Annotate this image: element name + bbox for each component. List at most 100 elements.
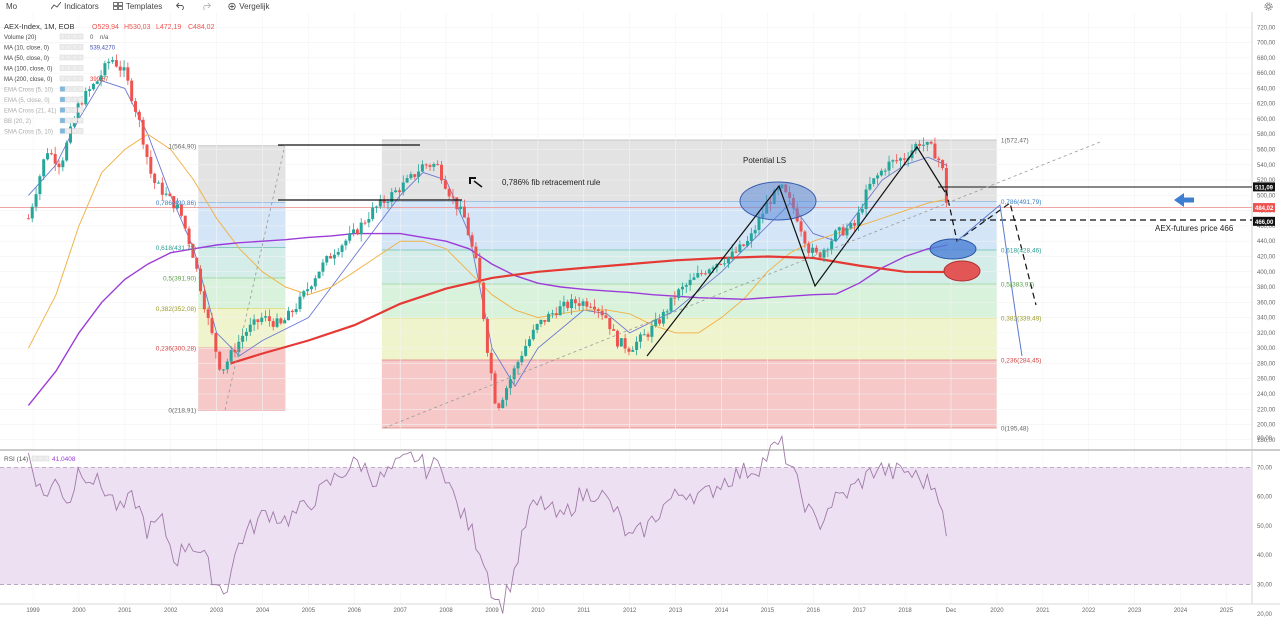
legend-control-icon[interactable] bbox=[59, 107, 66, 113]
settings-button[interactable] bbox=[1264, 1, 1276, 11]
moving-average-lines bbox=[27, 80, 948, 406]
indicators-button[interactable]: Indicators bbox=[51, 2, 99, 11]
rsi-control-icon[interactable] bbox=[37, 455, 44, 462]
legend-control-icon[interactable] bbox=[65, 117, 72, 124]
legend-control-icon[interactable] bbox=[59, 117, 66, 124]
legend-row-label[interactable]: MA (100, close, 0) bbox=[4, 67, 52, 73]
candle-body bbox=[803, 231, 807, 244]
candle-body bbox=[573, 299, 577, 304]
candle-body bbox=[137, 111, 141, 120]
futures-annotation[interactable]: AEX-futures price 466 bbox=[1155, 224, 1234, 233]
templates-icon bbox=[112, 2, 123, 10]
legend-row-label[interactable]: SMA Cross (5, 10) bbox=[4, 130, 53, 136]
candle-body bbox=[497, 403, 501, 408]
time-axis[interactable]: 1999 2000 2001 2002 2003 2004 2005 2006 2007 2008… bbox=[26, 608, 1233, 614]
chart-area[interactable]: 0,786% fib retracement rule Potential LS… bbox=[0, 12, 1280, 618]
symbol-title[interactable]: AEX-Index, 1M, EOB bbox=[4, 22, 74, 31]
redo-button[interactable] bbox=[202, 2, 214, 10]
legend-control-icon[interactable] bbox=[65, 86, 72, 92]
compare-button[interactable]: Vergelijk bbox=[228, 1, 270, 11]
legend-control-icon[interactable] bbox=[71, 86, 78, 92]
fib-zone-0-0 bbox=[198, 145, 286, 203]
candle-body bbox=[325, 256, 329, 263]
arrow-to-fib-rule[interactable] bbox=[473, 180, 483, 188]
legend-control-icon[interactable] bbox=[59, 65, 66, 71]
price-axis[interactable]: 180,00 200,00 220,00 240,00 260,00 280,00 300,… bbox=[1253, 25, 1276, 444]
legend-control-icon[interactable] bbox=[77, 86, 84, 92]
fib-zone-0-2 bbox=[198, 247, 286, 278]
legend-row-label[interactable]: EMA (5, close, 0) bbox=[4, 98, 50, 104]
legend-row-label[interactable]: MA (50, close, 0) bbox=[4, 56, 49, 62]
candle-body bbox=[440, 164, 444, 181]
legend-control-icon[interactable] bbox=[71, 75, 78, 82]
legend-control-icon[interactable] bbox=[71, 117, 78, 124]
legend-control-icon[interactable] bbox=[77, 107, 84, 113]
legend-row-label[interactable]: EMA Cross (21, 41) bbox=[4, 109, 56, 115]
candle-body bbox=[378, 199, 382, 207]
legend-control-icon[interactable] bbox=[71, 65, 78, 71]
legend-row-label[interactable]: Volume (20) bbox=[4, 35, 36, 41]
candle-body bbox=[474, 246, 478, 259]
legend-control-icon[interactable] bbox=[65, 107, 72, 113]
projected-dashed-path[interactable] bbox=[945, 189, 1037, 306]
legend-control-icon[interactable] bbox=[77, 75, 84, 82]
target-blue-ellipse[interactable] bbox=[929, 238, 977, 260]
potential-ls-blue-ellipse[interactable] bbox=[739, 181, 817, 221]
legend-control-icon[interactable] bbox=[77, 117, 84, 124]
interval-button[interactable]: Mo bbox=[6, 2, 17, 11]
zigzag-2012-2015[interactable] bbox=[646, 145, 946, 357]
legend-control-icon[interactable] bbox=[71, 54, 78, 61]
candle-body bbox=[91, 83, 95, 90]
candle-body bbox=[95, 81, 99, 84]
legend-control-icon[interactable] bbox=[77, 33, 84, 40]
legend-control-icon[interactable] bbox=[59, 44, 66, 50]
legend-control-icon[interactable] bbox=[65, 44, 72, 50]
templates-button[interactable]: Templates bbox=[112, 2, 162, 11]
candle-body bbox=[26, 218, 30, 220]
rsi-control-icon[interactable] bbox=[43, 455, 50, 462]
legend-control-icon[interactable] bbox=[59, 33, 66, 40]
compare-label: Vergelijk bbox=[239, 1, 270, 11]
target-red-ellipse[interactable] bbox=[943, 260, 981, 282]
legend-control-icon[interactable] bbox=[71, 107, 78, 113]
legend-control-icon[interactable] bbox=[65, 128, 72, 134]
candle-body bbox=[550, 313, 554, 315]
legend-control-icon[interactable] bbox=[77, 44, 84, 50]
legend-control-icon[interactable] bbox=[77, 128, 84, 134]
candle-body bbox=[619, 338, 623, 347]
legend-control-icon[interactable] bbox=[77, 54, 84, 61]
legend-control-icon[interactable] bbox=[71, 33, 78, 40]
legend-row-label[interactable]: BB (20, 2) bbox=[4, 119, 31, 125]
rsi-pane[interactable]: 20,00 30,00 40,00 50,00 60,00 70,00 80,00 RSI (… bbox=[0, 434, 1273, 618]
rsi-control-icon[interactable] bbox=[31, 455, 38, 462]
blue-left-arrow[interactable] bbox=[1174, 193, 1194, 207]
legend-control-icon[interactable] bbox=[77, 96, 84, 103]
legend-control-icon[interactable] bbox=[65, 96, 72, 103]
legend-control-icon[interactable] bbox=[65, 33, 72, 40]
legend-control-icon[interactable] bbox=[65, 54, 72, 61]
legend-row-label[interactable]: EMA Cross (5, 10) bbox=[4, 88, 53, 94]
legend-control-icon[interactable] bbox=[71, 128, 78, 134]
candle-body bbox=[329, 256, 333, 259]
candles bbox=[26, 54, 948, 411]
legend-control-icon[interactable] bbox=[59, 128, 66, 134]
candle-body bbox=[244, 331, 248, 336]
rsi-legend-label[interactable]: RSI (14) bbox=[4, 456, 28, 463]
legend-control-icon[interactable] bbox=[71, 96, 78, 103]
legend-control-icon[interactable] bbox=[59, 86, 66, 92]
potential-ls-annotation[interactable]: Potential LS bbox=[743, 156, 786, 165]
candle-body bbox=[535, 324, 539, 330]
legend-control-icon[interactable] bbox=[71, 44, 78, 50]
legend-control-icon[interactable] bbox=[65, 75, 72, 82]
legend-control-icon[interactable] bbox=[59, 54, 66, 61]
legend-row-label[interactable]: MA (10, close, 0) bbox=[4, 46, 49, 52]
candle-body bbox=[122, 67, 126, 71]
legend-control-icon[interactable] bbox=[59, 96, 66, 103]
legend-control-icon[interactable] bbox=[65, 65, 72, 71]
undo-button[interactable] bbox=[176, 2, 188, 10]
legend-control-icon[interactable] bbox=[77, 65, 84, 71]
projected-blue-path[interactable] bbox=[956, 204, 1023, 357]
fib-rule-annotation[interactable]: 0,786% fib retracement rule bbox=[502, 178, 601, 187]
legend-row-label[interactable]: MA (200, close, 0) bbox=[4, 77, 52, 83]
legend-control-icon[interactable] bbox=[59, 75, 66, 82]
